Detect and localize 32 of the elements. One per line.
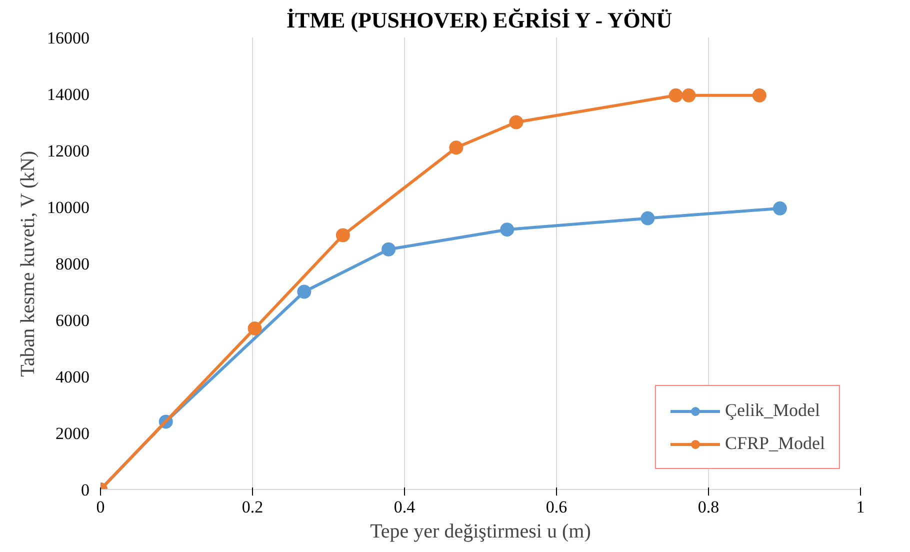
point xyxy=(500,222,514,237)
point xyxy=(752,88,766,102)
x-tick-label: 0.2 xyxy=(242,498,264,516)
point xyxy=(509,115,524,130)
x-tick-label: 1 xyxy=(856,498,865,516)
y-tick-label: 2000 xyxy=(56,424,90,443)
point xyxy=(382,242,396,256)
legend-label: CFRP_Model xyxy=(724,433,825,454)
point xyxy=(336,228,350,242)
point xyxy=(248,321,262,336)
x-tick-label: 0 xyxy=(96,498,105,516)
point xyxy=(772,201,787,216)
y-tick-label: 6000 xyxy=(56,311,90,330)
y-tick-label: 12000 xyxy=(47,142,90,160)
x-axis-title: Tepe yer değiştirmesi u (m) xyxy=(370,520,591,542)
point xyxy=(449,140,464,155)
y-tick-label: 16000 xyxy=(47,28,90,48)
x-tick-label: 0.4 xyxy=(394,498,416,516)
y-tick-label: 10000 xyxy=(47,198,90,217)
x-tick-label: 0.6 xyxy=(546,498,568,516)
x-tick-label: 0.8 xyxy=(698,498,720,516)
y-tick-label: 4000 xyxy=(56,368,90,386)
point xyxy=(640,211,655,226)
point xyxy=(682,88,696,102)
point xyxy=(668,88,683,102)
legend-label: Çelik_Model xyxy=(724,400,820,421)
chart-title: İTME (PUSHOVER) EĞRİSİ Y - YÖNÜ xyxy=(286,8,672,32)
y-tick-label: 14000 xyxy=(47,85,90,104)
y-axis-title: Taban kesme kuveti, V (kN) xyxy=(17,150,39,377)
point xyxy=(297,284,312,299)
y-tick-label: 8000 xyxy=(56,254,90,274)
y-tick-label: 0 xyxy=(81,480,90,500)
